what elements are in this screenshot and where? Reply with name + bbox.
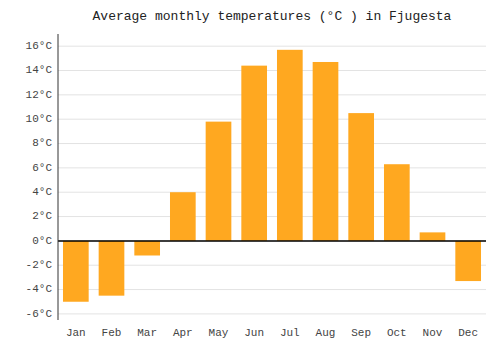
- x-tick-label: Nov: [423, 327, 443, 339]
- y-tick-label: 6°C: [32, 162, 52, 174]
- grid-line: [58, 240, 486, 241]
- y-tick-label: 2°C: [32, 210, 52, 222]
- grid-line: [58, 143, 486, 144]
- grid-line: [58, 119, 486, 120]
- grid-line: [58, 46, 486, 47]
- bar: [420, 232, 446, 241]
- x-tick-label: Jul: [280, 327, 300, 339]
- bar: [134, 241, 160, 256]
- x-tick-label: Sep: [351, 327, 371, 339]
- y-tick-label: -2°C: [26, 259, 53, 271]
- grid-line: [58, 167, 486, 168]
- x-tick-label: Apr: [173, 327, 193, 339]
- bar: [241, 66, 267, 241]
- y-tick-label: 14°C: [26, 64, 53, 76]
- y-tick-label: 0°C: [32, 235, 52, 247]
- bar: [170, 192, 196, 241]
- grid-line: [58, 216, 486, 217]
- bar: [63, 241, 89, 302]
- chart-svg: Average monthly temperatures (°C ) in Fj…: [0, 0, 500, 350]
- title: Average monthly temperatures (°C ) in Fj…: [93, 9, 452, 24]
- x-tick-label: Mar: [137, 327, 157, 339]
- bar: [313, 62, 339, 241]
- grid-line: [58, 94, 486, 95]
- y-tick-label: -6°C: [26, 308, 53, 320]
- y-tick-label: 8°C: [32, 137, 52, 149]
- x-tick-label: Jan: [66, 327, 86, 339]
- bar: [384, 164, 410, 241]
- x-tick-label: Oct: [387, 327, 407, 339]
- x-tick-label: Jun: [244, 327, 264, 339]
- x-tick-label: May: [209, 327, 229, 339]
- bar: [99, 241, 125, 296]
- bars: [63, 50, 481, 302]
- zero-line: [58, 240, 486, 242]
- grid-line: [58, 70, 486, 71]
- y-axis-line: [58, 34, 59, 320]
- bar: [277, 50, 303, 241]
- chart-container: Average monthly temperatures (°C ) in Fj…: [0, 0, 500, 350]
- x-tick-label: Dec: [458, 327, 478, 339]
- grid-line: [58, 313, 486, 314]
- x-tick-label: Feb: [102, 327, 122, 339]
- y-tick-label: 4°C: [32, 186, 52, 198]
- x-tick-label: Aug: [316, 327, 336, 339]
- bar: [206, 122, 232, 241]
- y-tick-label: 10°C: [26, 113, 53, 125]
- bar: [455, 241, 481, 281]
- bar: [348, 113, 374, 241]
- y-tick-label: 16°C: [26, 40, 53, 52]
- grid-line: [58, 192, 486, 193]
- y-tick-label: 12°C: [26, 89, 53, 101]
- background: [0, 0, 500, 350]
- y-tick-label: -4°C: [26, 283, 53, 295]
